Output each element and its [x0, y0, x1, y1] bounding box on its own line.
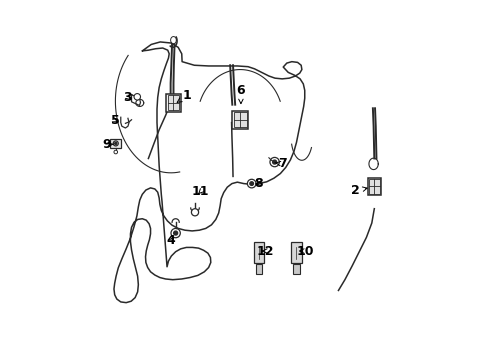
FancyBboxPatch shape	[367, 178, 380, 195]
Bar	[167, 95, 179, 111]
Text: 2: 2	[350, 184, 366, 197]
Text: 7: 7	[274, 157, 286, 170]
Bar	[110, 139, 121, 148]
Circle shape	[249, 182, 253, 185]
Circle shape	[171, 228, 180, 238]
Text: 10: 10	[296, 244, 314, 257]
Bar	[291, 242, 301, 263]
Text: 1: 1	[177, 89, 191, 102]
Bar	[293, 264, 299, 274]
Circle shape	[269, 157, 279, 167]
Text: 3: 3	[123, 91, 132, 104]
Text: 8: 8	[254, 177, 263, 190]
Circle shape	[173, 231, 177, 235]
Text: 11: 11	[192, 185, 209, 198]
FancyBboxPatch shape	[232, 111, 248, 129]
Bar	[233, 112, 246, 127]
Circle shape	[134, 94, 140, 100]
Text: 12: 12	[256, 244, 273, 257]
Bar	[368, 179, 379, 194]
Circle shape	[191, 209, 198, 216]
Circle shape	[115, 142, 117, 144]
Bar	[253, 242, 264, 263]
FancyBboxPatch shape	[166, 94, 180, 112]
Circle shape	[247, 179, 255, 188]
Text: 9: 9	[102, 138, 113, 151]
Circle shape	[113, 141, 118, 146]
Circle shape	[272, 160, 276, 164]
Text: 4: 4	[166, 234, 175, 247]
Text: 6: 6	[236, 84, 244, 104]
Text: 5: 5	[111, 114, 120, 127]
Circle shape	[114, 150, 117, 154]
Bar	[255, 264, 262, 274]
